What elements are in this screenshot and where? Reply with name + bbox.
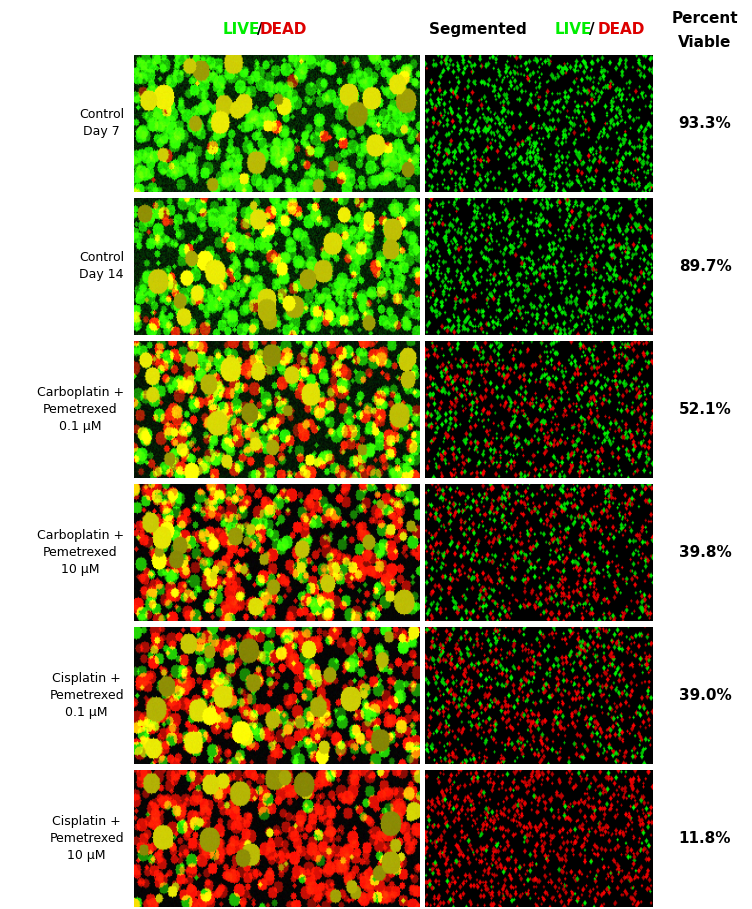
Text: DEAD: DEAD bbox=[259, 22, 307, 37]
Text: Control
Day 7: Control Day 7 bbox=[79, 108, 124, 138]
Text: Percent: Percent bbox=[672, 11, 738, 26]
Text: 52.1%: 52.1% bbox=[678, 402, 732, 417]
Text: 39.0%: 39.0% bbox=[678, 688, 732, 703]
Text: Cisplatin +
Pemetrexed
0.1 μM: Cisplatin + Pemetrexed 0.1 μM bbox=[50, 672, 124, 719]
Text: 11.8%: 11.8% bbox=[679, 831, 731, 846]
Text: Carboplatin +
Pemetrexed
10 μM: Carboplatin + Pemetrexed 10 μM bbox=[37, 529, 124, 576]
Text: LIVE: LIVE bbox=[555, 22, 592, 37]
Text: 39.8%: 39.8% bbox=[678, 544, 732, 560]
Text: /: / bbox=[589, 22, 595, 37]
Text: Segmented: Segmented bbox=[429, 22, 532, 37]
Text: /: / bbox=[256, 22, 262, 37]
Text: Control
Day 14: Control Day 14 bbox=[79, 251, 124, 282]
Text: DEAD: DEAD bbox=[598, 22, 645, 37]
Text: Viable: Viable bbox=[678, 35, 732, 50]
Text: Cisplatin +
Pemetrexed
10 μM: Cisplatin + Pemetrexed 10 μM bbox=[50, 814, 124, 862]
Text: Carboplatin +
Pemetrexed
0.1 μM: Carboplatin + Pemetrexed 0.1 μM bbox=[37, 385, 124, 433]
Text: 93.3%: 93.3% bbox=[678, 115, 732, 131]
Text: LIVE: LIVE bbox=[222, 22, 259, 37]
Text: 89.7%: 89.7% bbox=[678, 259, 732, 274]
